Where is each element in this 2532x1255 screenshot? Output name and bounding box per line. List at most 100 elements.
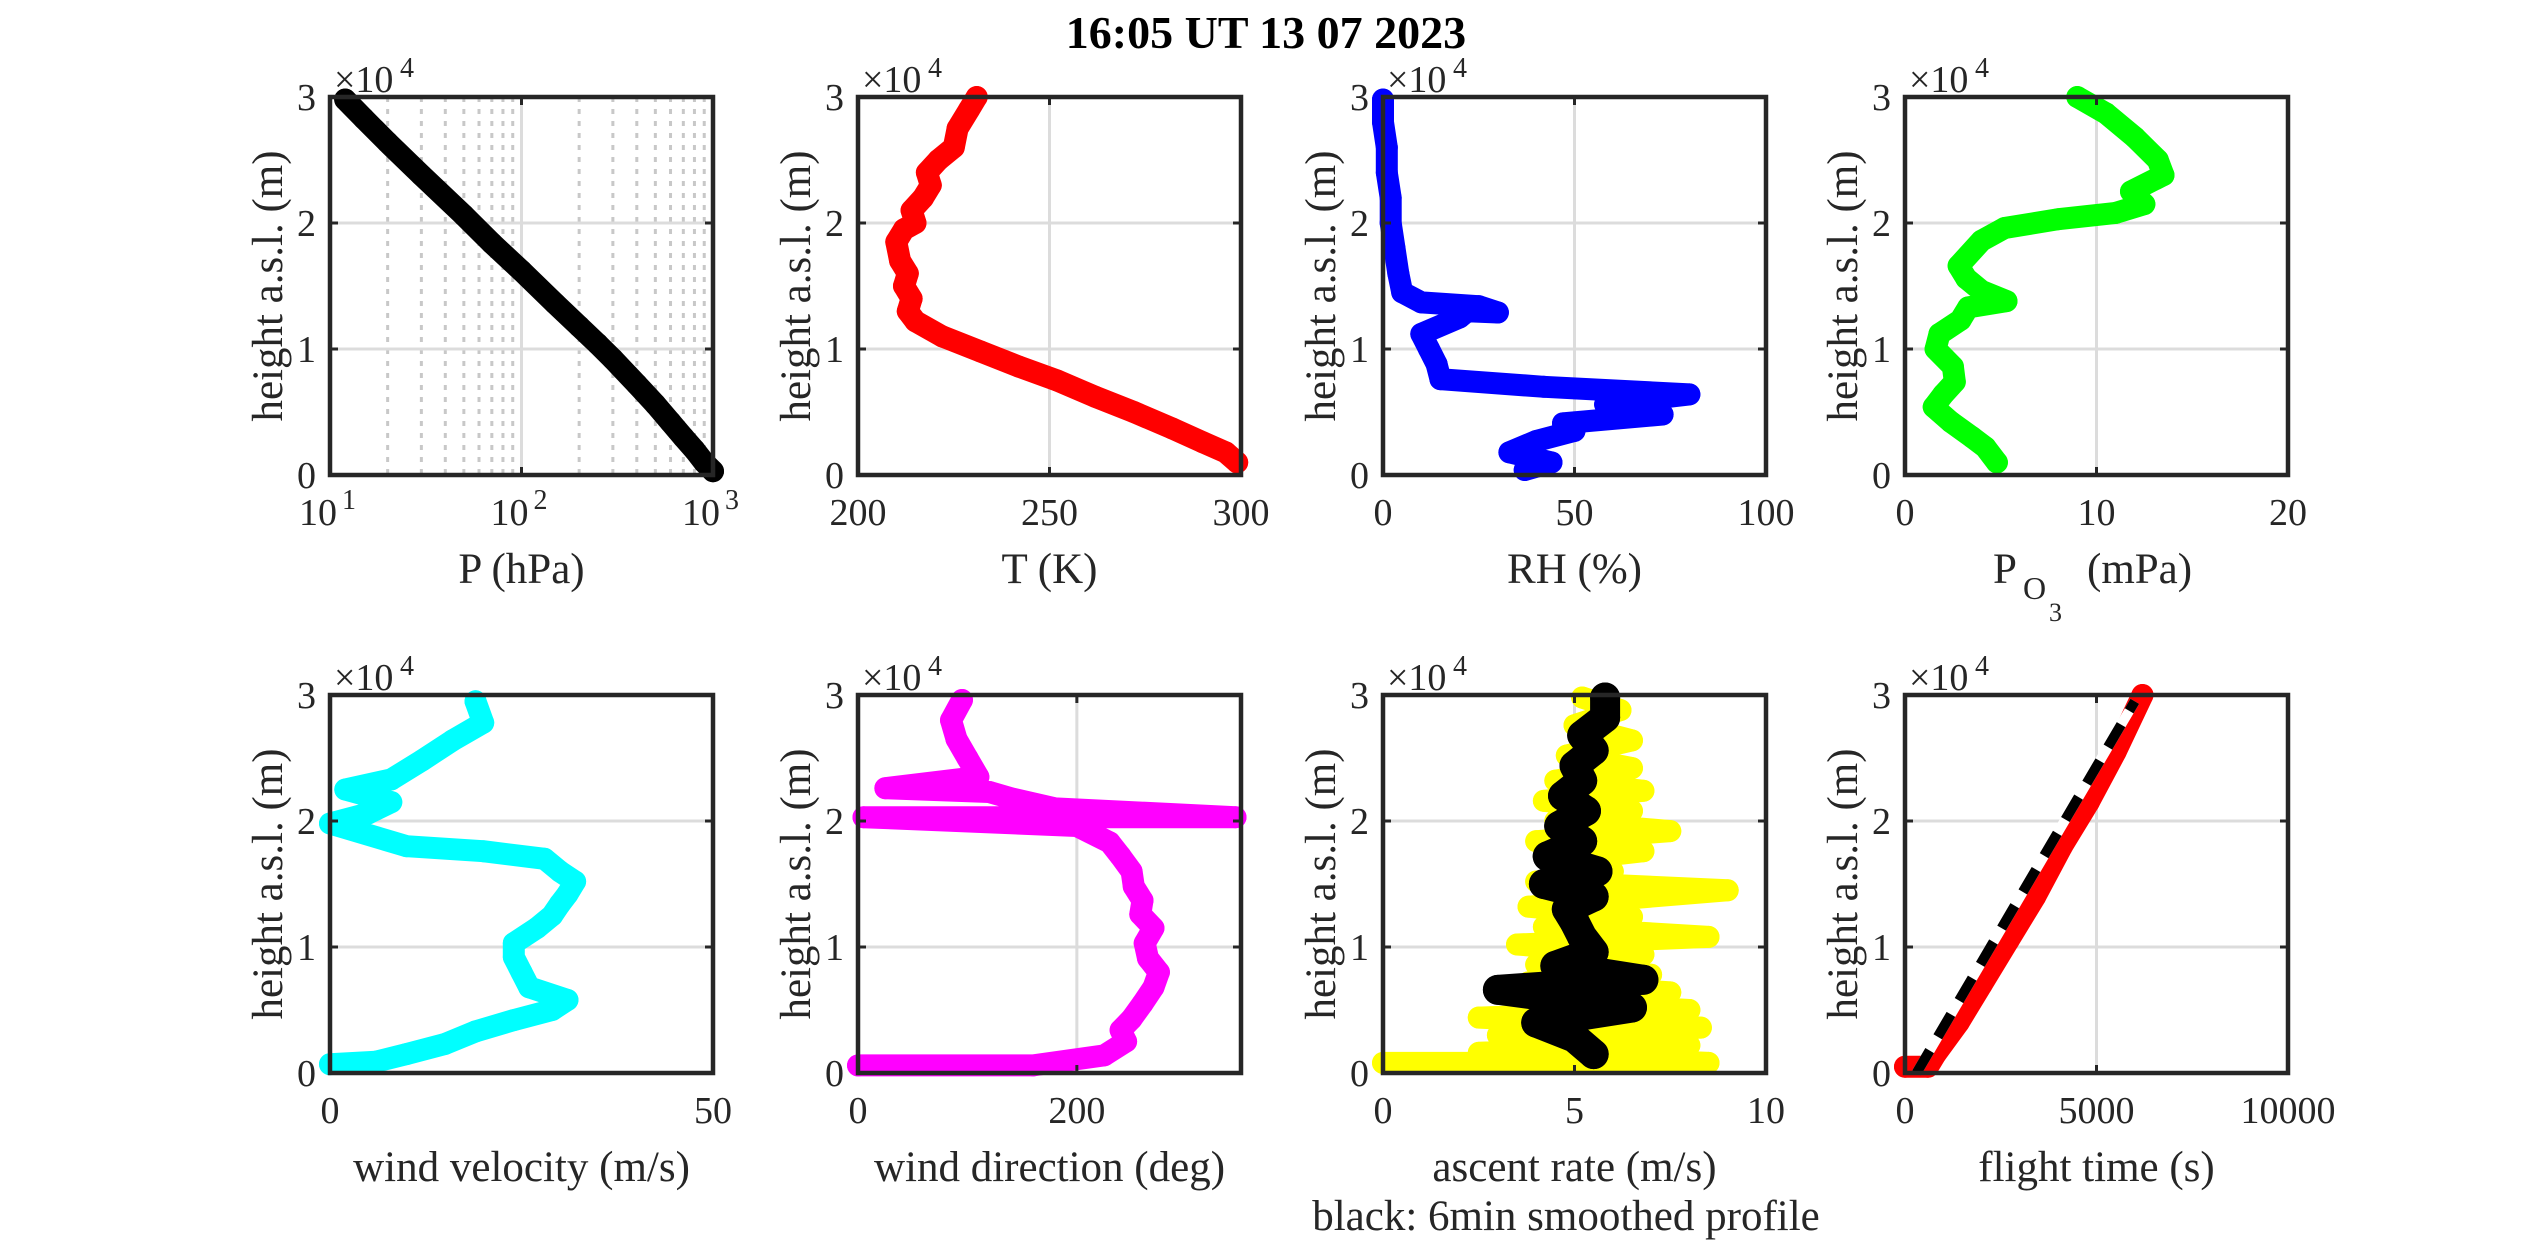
data-point: [352, 107, 375, 130]
y-exponent-label: ×10: [334, 657, 393, 699]
data-point: [659, 411, 682, 434]
data-point: [1582, 856, 1613, 887]
y-tick-label: 2: [825, 801, 844, 843]
data-point: [1467, 1006, 1490, 1029]
y-tick-label: 0: [1350, 455, 1369, 497]
data-point: [1632, 943, 1655, 966]
data-point: [1084, 385, 1107, 408]
x-tick-label: 0: [1374, 1090, 1393, 1132]
data-point: [1043, 797, 1066, 820]
data-point: [1970, 229, 1993, 252]
data-point: [525, 917, 548, 940]
x-tick-label: 10000: [2241, 1090, 2336, 1132]
data-point: [1571, 686, 1594, 709]
data-point: [1928, 322, 1951, 345]
x-tick-label-exponent: 1: [342, 485, 356, 516]
y-exponent-label: ×10: [334, 59, 393, 101]
data-point: [544, 292, 567, 315]
axes-frame: [327, 692, 716, 1076]
data-point: [1659, 820, 1682, 843]
y-exponent: 4: [1453, 53, 1467, 84]
data-point: [395, 835, 418, 858]
x-tick-label: 0: [1896, 492, 1915, 534]
y-tick-label: 2: [1350, 801, 1369, 843]
data-point: [1528, 869, 1559, 899]
x-axis-label-subscript: O: [2023, 570, 2046, 606]
y-tick-label: 2: [1350, 203, 1369, 245]
data-point: [1993, 217, 2016, 240]
data-point: [1482, 974, 1513, 1005]
series-line-humidity-0: [1372, 88, 1701, 481]
y-axis-label: height a.s.l. (m): [773, 748, 820, 1019]
data-point: [376, 131, 399, 154]
y-tick-label: 0: [1872, 455, 1891, 497]
data-point: [1467, 1041, 1490, 1064]
data-point: [433, 1033, 456, 1056]
data-point: [1628, 964, 1659, 995]
data-point: [1532, 375, 1555, 398]
data-point: [1689, 1016, 1712, 1039]
data-point: [931, 325, 954, 348]
data-point: [1525, 429, 1548, 452]
x-tick-label: 10: [1747, 1090, 1785, 1132]
data-point: [364, 1050, 387, 1073]
data-point: [1620, 905, 1643, 928]
data-point: [1065, 815, 1088, 838]
data-layer: [885, 86, 1249, 474]
data-point: [334, 88, 357, 111]
x-axis-label: RH (%): [1507, 546, 1642, 593]
data-point: [1594, 393, 1617, 416]
data-point: [1532, 915, 1555, 938]
data-point: [410, 164, 433, 187]
data-point: [1486, 1024, 1509, 1047]
x-tick-label: 10: [299, 492, 337, 534]
data-point: [1120, 860, 1143, 883]
data-point: [1567, 826, 1598, 857]
data-point: [1046, 369, 1069, 392]
data-point: [1375, 161, 1398, 184]
data-point: [1632, 840, 1655, 863]
y-tick-label: 0: [297, 455, 316, 497]
data-point: [1578, 881, 1609, 912]
data-point: [380, 768, 403, 791]
x-tick-label: 50: [694, 1090, 732, 1132]
data-point: [410, 749, 433, 772]
data-point: [1540, 950, 1571, 981]
x-tick-label: 200: [830, 492, 887, 534]
y-exponent-label: ×10: [1387, 59, 1446, 101]
data-point: [502, 932, 525, 955]
x-axis-label: wind velocity (m/s): [353, 1144, 690, 1191]
data-point: [1551, 894, 1582, 925]
data-point: [950, 689, 973, 712]
x-axis-label: T (K): [1002, 546, 1098, 593]
data-point: [1651, 403, 1674, 426]
data-point: [967, 765, 990, 788]
data-point: [1506, 933, 1529, 956]
data-point: [586, 332, 609, 355]
data-point: [946, 117, 969, 140]
y-tick-label: 0: [825, 1053, 844, 1095]
x-tick-label: 5000: [2059, 1090, 2135, 1132]
y-tick-label: 1: [297, 329, 316, 371]
y-tick-label: 2: [297, 801, 316, 843]
data-point: [969, 340, 992, 363]
x-tick-label: 0: [1374, 492, 1393, 534]
data-point: [472, 840, 495, 863]
data-point: [480, 232, 503, 255]
data-layer: [319, 690, 587, 1076]
data-point: [1941, 355, 1964, 378]
data-point: [1620, 757, 1643, 780]
y-tick-label: 1: [825, 927, 844, 969]
data-point: [1620, 729, 1643, 752]
y-tick-label: 1: [1872, 329, 1891, 371]
y-exponent: 4: [400, 53, 414, 84]
data-point: [1410, 291, 1433, 314]
data-point: [464, 1020, 487, 1043]
y-exponent: 4: [1453, 651, 1467, 682]
data-point: [945, 728, 968, 751]
panel-ascent_rate: 0 5 10 0 1 2 3 ×10 4 height a.s.l. (m) ascent rate…: [1298, 651, 1785, 1191]
